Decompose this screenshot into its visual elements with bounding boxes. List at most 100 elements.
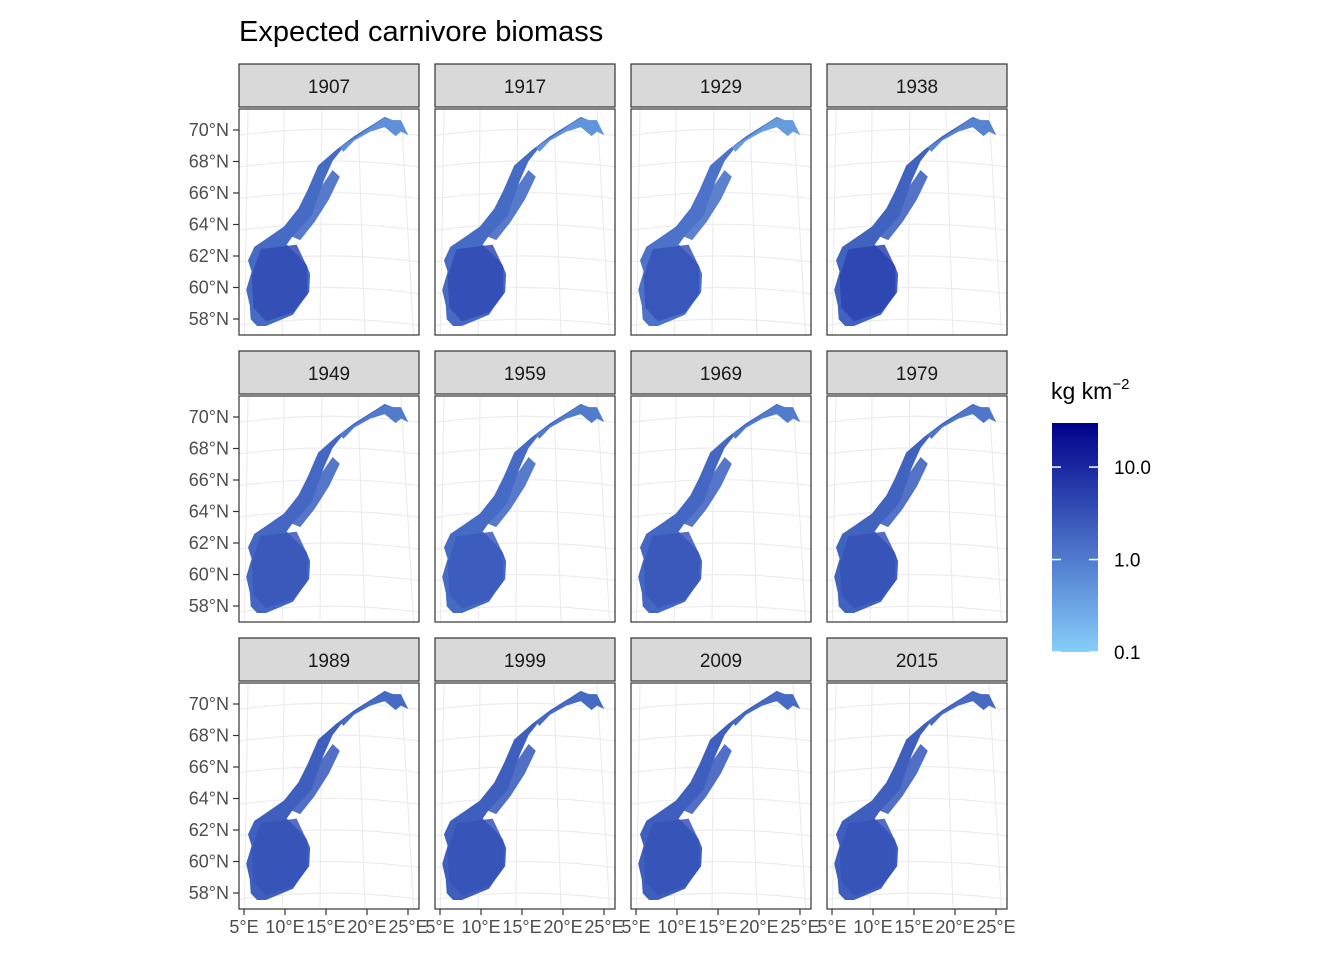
longitude-line [711, 395, 715, 623]
colorbar-tick-label: 1.0 [1114, 551, 1140, 572]
y-tick-label: 64°N [189, 789, 229, 809]
longitude-line [357, 682, 366, 910]
longitude-line [635, 682, 641, 910]
longitude-line [319, 682, 323, 910]
longitude-line [988, 395, 1003, 623]
longitude-line [553, 108, 562, 336]
y-tick-label: 64°N [189, 502, 229, 522]
x-tick-label: 20°E [739, 917, 778, 937]
y-tick-label: 68°N [189, 152, 229, 172]
y-tick-label: 60°N [189, 278, 229, 298]
x-tick-label: 20°E [543, 917, 582, 937]
northern-norway-biomass [731, 405, 801, 439]
longitude-line [792, 682, 807, 910]
northern-norway-biomass [927, 118, 997, 152]
longitude-line [357, 108, 366, 336]
longitude-line [319, 395, 323, 623]
southern-norway-biomass [643, 818, 700, 896]
panel-border [434, 395, 616, 623]
longitude-line [319, 108, 323, 336]
southern-norway-biomass [839, 531, 896, 609]
latitude-line [630, 510, 812, 518]
colorbar [1052, 423, 1098, 652]
longitude-line [792, 108, 807, 336]
facet-year-label: 1959 [504, 364, 546, 385]
longitude-line [357, 395, 366, 623]
panel-border [826, 395, 1008, 623]
panel-2009: 2009 [630, 637, 812, 910]
longitude-line [635, 395, 641, 623]
longitude-line [439, 108, 445, 336]
x-tick-label: 25°E [584, 917, 623, 937]
latitude-line [434, 510, 616, 518]
panel-1959: 1959 [434, 350, 616, 623]
panel-1929: 1929 [630, 63, 812, 336]
facet-strip [630, 637, 812, 682]
y-axis-row-2: 70°N 68°N 66°N 64°N 62°N 60°N 58°N [189, 407, 239, 616]
facet-strip [826, 63, 1008, 108]
longitude-line [945, 108, 954, 336]
northern-norway-biomass [927, 692, 997, 726]
longitude-line [907, 395, 911, 623]
panel-1949: 1949 [238, 350, 420, 623]
panel-border [826, 682, 1008, 910]
longitude-line [553, 682, 562, 910]
longitude-line [831, 395, 837, 623]
y-axis-row-3: 70°N 68°N 66°N 64°N 62°N 60°N 58°N [189, 694, 239, 903]
longitude-line [831, 682, 837, 910]
longitude-line [439, 395, 445, 623]
y-axis-row-1: 70°N 68°N 66°N 64°N 62°N 60°N 58°N [189, 120, 239, 329]
longitude-line [831, 108, 837, 336]
southern-norway-biomass [643, 531, 700, 609]
facet-year-label: 2015 [896, 651, 938, 672]
longitude-line [945, 395, 954, 623]
x-axis-col-1: 5°E 10°E 15°E 20°E 25°E [229, 909, 428, 937]
central-norway-biomass [485, 170, 536, 241]
x-tick-label: 20°E [347, 917, 386, 937]
northern-norway-biomass [535, 692, 605, 726]
latitude-line [434, 223, 616, 231]
facet-year-label: 2009 [700, 651, 742, 672]
longitude-line [945, 682, 954, 910]
latitude-line [238, 510, 420, 518]
panel-border [434, 108, 616, 336]
southern-norway-biomass [251, 818, 308, 896]
x-axes: 5°E 10°E 15°E 20°E 25°E5°E 10°E 15°E 20°E 25°E 5°… [229, 909, 1016, 937]
facet-strip [630, 63, 812, 108]
facet-year-label: 1969 [700, 364, 742, 385]
longitude-line [749, 108, 758, 336]
southern-norway-biomass [447, 531, 504, 609]
facet-year-label: 1989 [308, 651, 350, 672]
y-tick-label: 64°N [189, 215, 229, 235]
northern-norway-biomass [339, 405, 409, 439]
latitude-line [826, 510, 1008, 518]
facet-year-label: 1979 [896, 364, 938, 385]
x-tick-label: 15°E [698, 917, 737, 937]
x-tick-label: 5°E [817, 917, 846, 937]
y-tick-label: 68°N [189, 726, 229, 746]
panel-border [630, 682, 812, 910]
longitude-line [515, 108, 519, 336]
panel-border [238, 108, 420, 336]
latitude-line [434, 797, 616, 805]
facet-strip [434, 637, 616, 682]
longitude-line [400, 395, 415, 623]
northern-norway-biomass [339, 692, 409, 726]
panel-border [630, 108, 812, 336]
y-tick-label: 62°N [189, 246, 229, 266]
y-tick-label: 70°N [189, 120, 229, 140]
map-panels: 1907 1917 1929 1938 1949 1959 1969 1979 1989 1999… [238, 63, 1008, 910]
longitude-line [988, 108, 1003, 336]
central-norway-biomass [681, 744, 732, 815]
x-axis-col-2: 5°E 10°E 15°E 20°E 25°E [425, 909, 624, 937]
southern-norway-biomass [251, 244, 308, 322]
central-norway-biomass [877, 744, 928, 815]
x-tick-label: 15°E [306, 917, 345, 937]
central-norway-biomass [289, 744, 340, 815]
central-norway-biomass [877, 170, 928, 241]
longitude-line [711, 682, 715, 910]
southern-norway-biomass [643, 244, 700, 322]
y-tick-label: 66°N [189, 757, 229, 777]
central-norway-biomass [681, 170, 732, 241]
facet-year-label: 1999 [504, 651, 546, 672]
